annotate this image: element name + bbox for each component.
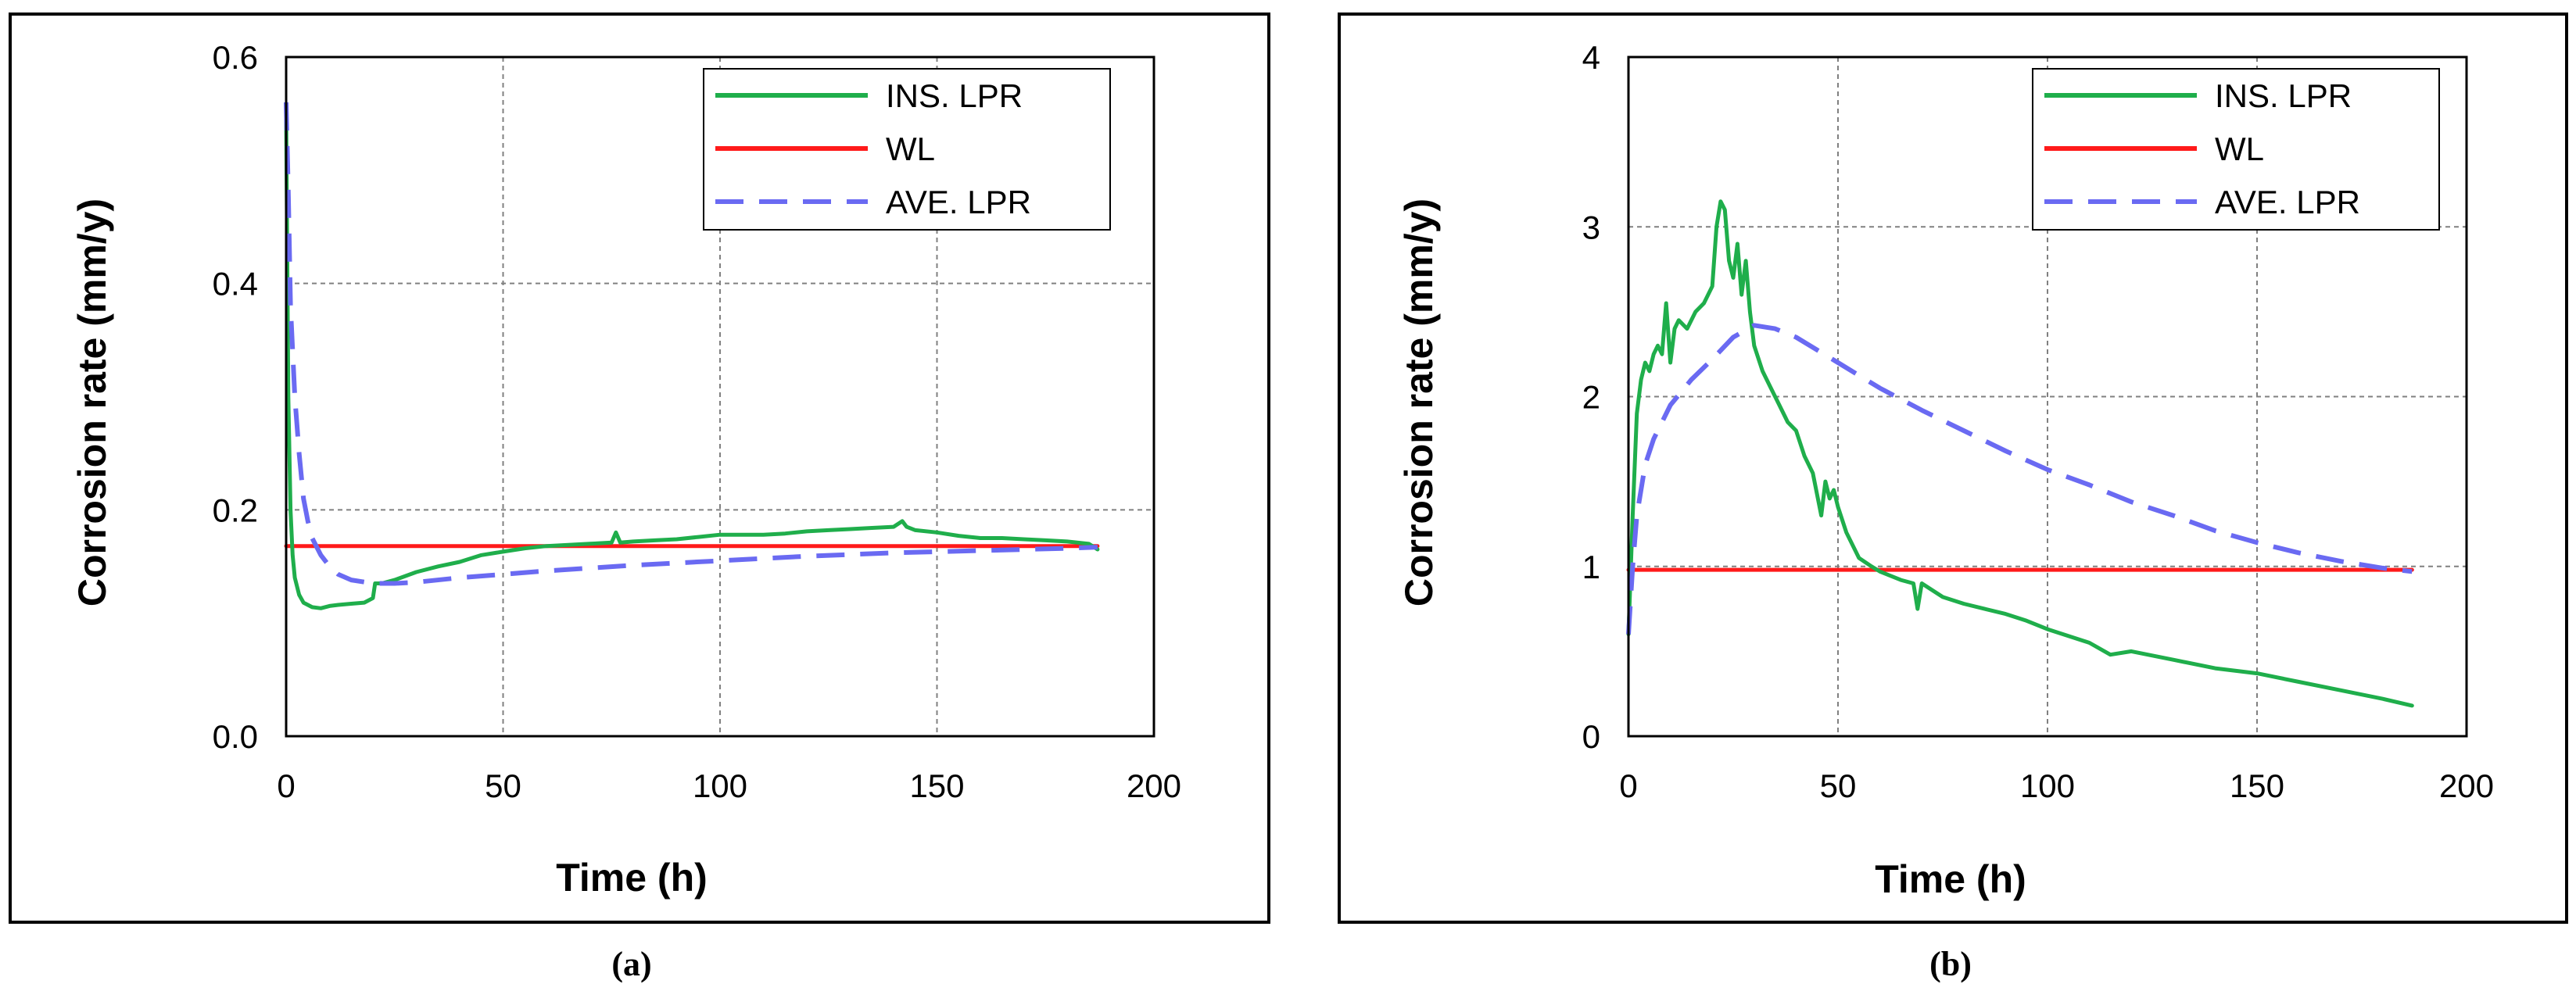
series-line-ave-lpr bbox=[284, 102, 1098, 586]
y-tick-labels: 0 1 2 3 4 bbox=[1582, 39, 1600, 755]
legend-label-wl: WL bbox=[2215, 131, 2264, 167]
x-tick-labels: 0 50 100 150 200 bbox=[277, 767, 1181, 804]
y-tick-label: 0.4 bbox=[213, 266, 258, 302]
x-axis-label: Time (h) bbox=[1875, 857, 2026, 901]
series-line-ins-lpr bbox=[284, 111, 1100, 610]
y-tick-label: 4 bbox=[1582, 39, 1600, 76]
x-tick-label: 150 bbox=[2230, 767, 2284, 804]
y-tick-label: 0.2 bbox=[213, 492, 258, 528]
y-tick-label: 2 bbox=[1582, 379, 1600, 416]
y-axis-label: Corrosion rate (mm/y) bbox=[1397, 199, 1441, 606]
x-tick-label: 100 bbox=[2020, 767, 2075, 804]
y-tick-labels: 0.0 0.2 0.4 0.6 bbox=[213, 39, 258, 755]
legend-label-wl: WL bbox=[886, 131, 935, 167]
y-tick-label: 0 bbox=[1582, 718, 1600, 755]
x-tick-label: 100 bbox=[693, 767, 747, 804]
x-tick-label: 0 bbox=[277, 767, 295, 804]
legend-label-ave-lpr: AVE. LPR bbox=[886, 184, 1031, 220]
series-layer bbox=[284, 102, 1100, 610]
x-tick-label: 200 bbox=[2439, 767, 2494, 804]
x-axis-label: Time (h) bbox=[556, 856, 708, 900]
x-tick-label: 0 bbox=[1619, 767, 1637, 804]
caption-b: (b) bbox=[1929, 945, 1972, 983]
legend-label-ins-lpr: INS. LPR bbox=[2215, 77, 2352, 114]
y-tick-label: 1 bbox=[1582, 549, 1600, 585]
x-tick-label: 200 bbox=[1127, 767, 1181, 804]
y-axis-label: Corrosion rate (mm/y) bbox=[70, 199, 114, 606]
series-line-ave-lpr bbox=[1626, 323, 2413, 635]
plot-area bbox=[1627, 55, 2468, 738]
y-tick-label: 3 bbox=[1582, 209, 1600, 245]
x-tick-labels: 0 50 100 150 200 bbox=[1619, 767, 2494, 804]
chart-panel-a: 0 50 100 150 200 0.0 0.2 0.4 0.6 Time (h) Corro… bbox=[9, 13, 1270, 924]
x-tick-label: 50 bbox=[1820, 767, 1857, 804]
legend-label-ave-lpr: AVE. LPR bbox=[2215, 184, 2360, 220]
legend-label-ins-lpr: INS. LPR bbox=[886, 77, 1023, 114]
legend: INS. LPR WL AVE. LPR bbox=[703, 68, 1111, 231]
x-tick-label: 150 bbox=[909, 767, 964, 804]
y-tick-label: 0.0 bbox=[213, 718, 258, 755]
caption-a: (a) bbox=[611, 945, 651, 983]
series-line-ins-lpr bbox=[1626, 199, 2414, 708]
chart-panel-b: 0 50 100 150 200 0 1 2 3 4 Time (h) Corrosion ra… bbox=[1338, 13, 2568, 924]
plot-area bbox=[285, 55, 1155, 738]
x-tick-label: 50 bbox=[485, 767, 521, 804]
y-tick-label: 0.6 bbox=[213, 39, 258, 76]
series-layer bbox=[1626, 199, 2414, 708]
legend: INS. LPR WL AVE. LPR bbox=[2032, 68, 2440, 231]
